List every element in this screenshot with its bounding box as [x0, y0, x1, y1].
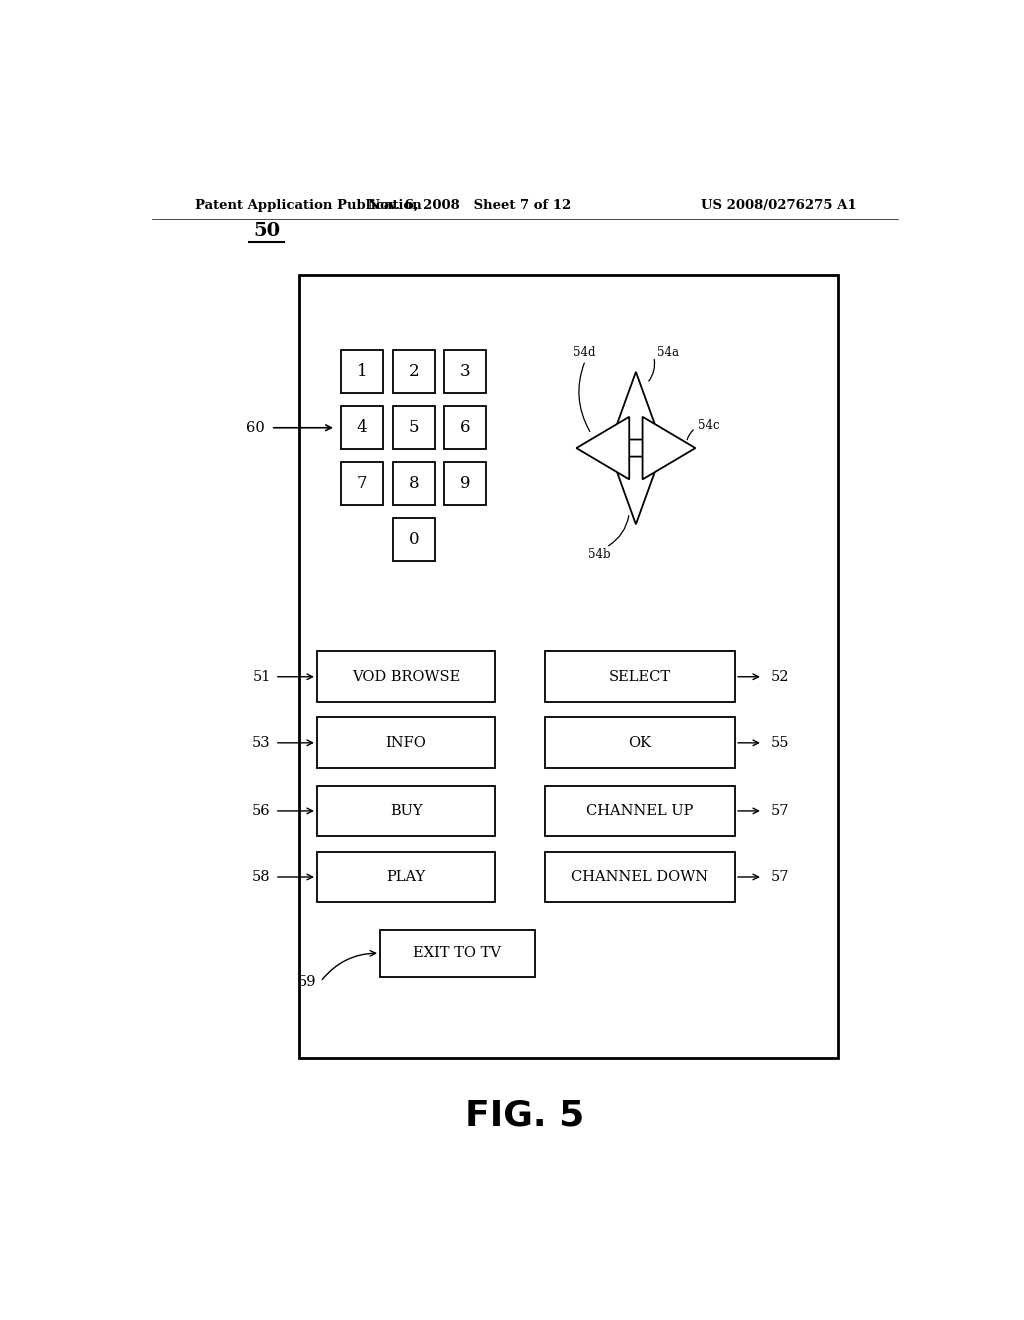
Text: 4: 4: [356, 420, 368, 436]
Bar: [341, 351, 383, 393]
Bar: [316, 718, 496, 768]
Bar: [316, 851, 496, 903]
Text: EXIT TO TV: EXIT TO TV: [414, 946, 502, 960]
Bar: [392, 407, 435, 449]
Text: 56: 56: [252, 804, 270, 818]
Text: Nov. 6, 2008   Sheet 7 of 12: Nov. 6, 2008 Sheet 7 of 12: [368, 198, 570, 211]
Text: 57: 57: [771, 804, 790, 818]
Bar: [444, 462, 486, 506]
Bar: [392, 519, 435, 561]
Text: 9: 9: [460, 475, 471, 492]
Text: 54d: 54d: [573, 346, 596, 359]
Bar: [341, 407, 383, 449]
Bar: [299, 276, 839, 1057]
Text: 58: 58: [252, 870, 270, 884]
Bar: [392, 351, 435, 393]
Text: 54c: 54c: [698, 418, 720, 432]
Text: SELECT: SELECT: [609, 669, 671, 684]
Text: 52: 52: [771, 669, 790, 684]
Text: 60: 60: [246, 421, 264, 434]
Text: PLAY: PLAY: [386, 870, 426, 884]
Text: FIG. 5: FIG. 5: [465, 1098, 585, 1133]
Polygon shape: [611, 372, 660, 440]
Bar: [316, 651, 496, 702]
Bar: [341, 462, 383, 506]
Text: 57: 57: [771, 870, 790, 884]
Text: 0: 0: [409, 531, 419, 548]
Text: 7: 7: [356, 475, 368, 492]
Text: INFO: INFO: [386, 735, 427, 750]
Bar: [545, 718, 735, 768]
Text: 6: 6: [460, 420, 471, 436]
Text: CHANNEL DOWN: CHANNEL DOWN: [571, 870, 709, 884]
Text: 8: 8: [409, 475, 419, 492]
Bar: [444, 351, 486, 393]
Bar: [545, 651, 735, 702]
Text: 1: 1: [356, 363, 368, 380]
Bar: [545, 851, 735, 903]
Text: 5: 5: [409, 420, 419, 436]
Text: BUY: BUY: [390, 804, 423, 818]
Polygon shape: [577, 417, 629, 479]
Text: 54a: 54a: [656, 346, 679, 359]
Bar: [380, 929, 535, 977]
Bar: [444, 407, 486, 449]
Bar: [545, 785, 735, 837]
Bar: [316, 785, 496, 837]
Text: 3: 3: [460, 363, 471, 380]
Text: 50: 50: [253, 222, 281, 240]
Text: 59: 59: [298, 974, 316, 989]
Text: 55: 55: [771, 735, 790, 750]
Bar: [392, 462, 435, 506]
Polygon shape: [643, 417, 695, 479]
Text: Patent Application Publication: Patent Application Publication: [196, 198, 422, 211]
Text: CHANNEL UP: CHANNEL UP: [586, 804, 693, 818]
Polygon shape: [611, 457, 660, 524]
Text: 51: 51: [253, 669, 270, 684]
Text: 2: 2: [409, 363, 419, 380]
Text: VOD BROWSE: VOD BROWSE: [352, 669, 460, 684]
Text: US 2008/0276275 A1: US 2008/0276275 A1: [701, 198, 856, 211]
Text: 53: 53: [252, 735, 270, 750]
Text: 54b: 54b: [588, 548, 611, 561]
Text: OK: OK: [629, 735, 651, 750]
